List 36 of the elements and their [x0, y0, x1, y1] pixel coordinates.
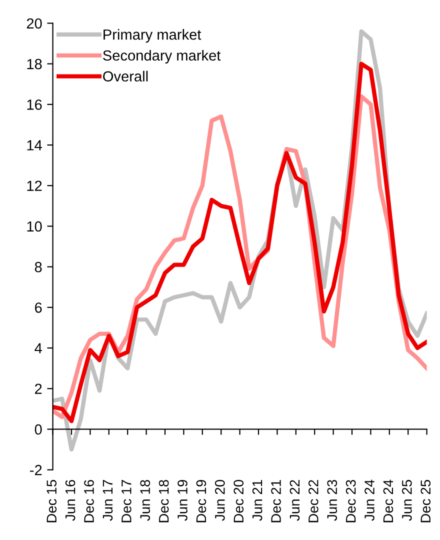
y-tick-label: 0 [34, 424, 42, 435]
x-tick-label: Dec 21 [271, 480, 281, 522]
legend-label: Overall [103, 70, 148, 82]
x-tick-label: Jun 17 [102, 480, 113, 521]
y-tick-label: 2 [35, 384, 42, 394]
x-tick-label: Dec 25 [420, 480, 431, 522]
x-tick-label: Dec 16 [84, 480, 94, 522]
x-tick-label: Jun 24 [364, 480, 374, 521]
x-tick-label: Jun 16 [65, 480, 76, 521]
x-tick-label: Dec 24 [383, 480, 394, 522]
x-tick-label: Dec 22 [308, 480, 318, 522]
x-tick-label: Dec 20 [234, 480, 244, 522]
y-tick-label: 4 [34, 343, 42, 354]
y-tick-label: 16 [27, 100, 42, 110]
x-tick-label: Dec 15 [46, 480, 57, 522]
y-tick-label: 20 [26, 18, 42, 29]
y-tick-label: 12 [27, 180, 42, 191]
x-tick-label: Jun 18 [140, 480, 150, 521]
x-tick-label: Jun 23 [327, 480, 338, 521]
x-tick-label: Jun 22 [290, 480, 300, 521]
x-tick-label: Dec 18 [158, 480, 169, 522]
x-tick-label: Jun 19 [178, 480, 188, 521]
y-tick-label: 18 [27, 58, 42, 70]
x-tick-label: Dec 17 [122, 480, 132, 522]
x-tick-label: Dec 19 [196, 480, 206, 522]
y-tick-label: 14 [27, 140, 42, 150]
y-tick-label: 6 [35, 302, 42, 313]
y-tick-label: 10 [27, 221, 42, 232]
x-tick-label: Jun 25 [402, 480, 412, 521]
x-tick-label: Jun 20 [214, 480, 225, 521]
legend-label: Primary market [104, 29, 202, 43]
x-tick-label: Dec 23 [346, 480, 356, 522]
x-tick-label: Jun 21 [252, 480, 262, 521]
legend-label: Secondary market [103, 50, 221, 64]
y-tick-label: 8 [34, 262, 42, 272]
y-tick-label: -2 [30, 464, 42, 476]
